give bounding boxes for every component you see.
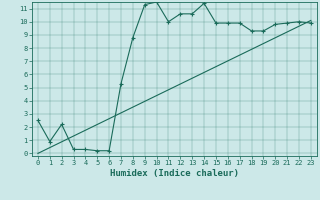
X-axis label: Humidex (Indice chaleur): Humidex (Indice chaleur) [110, 169, 239, 178]
